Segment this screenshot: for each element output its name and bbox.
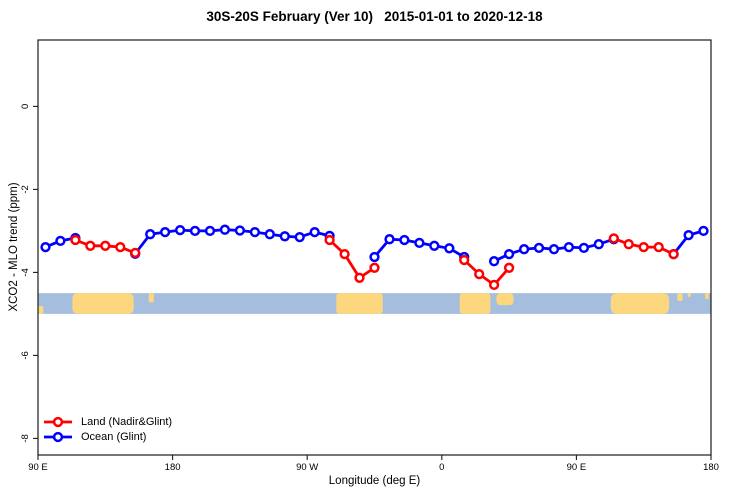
land-data-point-marker [369,262,380,273]
ocean-data-point-marker [548,244,560,255]
land-data-point-marker [100,240,111,251]
y-tick-label: -8 [20,434,31,442]
map-band-land-patch-australia-2 [610,293,670,314]
x-tick-label: 90 W [296,462,318,473]
ocean-data-point-marker [204,225,216,237]
map-band-land-patch-south-america [336,293,383,314]
ocean-data-point-marker [159,226,171,238]
land-data-point-marker [488,279,500,291]
ocean-data-point-marker [414,237,425,249]
map-band-land-patch-new-caledonia-2 [677,293,683,302]
legend-label-land: Land (Nadir&Glint) [81,415,173,428]
land-data-point-marker [115,241,126,253]
x-tick-label: 0 [439,462,444,473]
ocean-data-point-marker [563,241,575,253]
x-tick-label: 90 E [567,462,587,473]
map-band-land-patch-madagascar [496,293,514,306]
ocean-data-point-marker [399,234,410,246]
ocean-data-point-marker [294,231,305,243]
land-data-point-marker [474,268,485,280]
land-data-point-marker [354,272,365,283]
land-data-point-marker [85,240,96,251]
land-series-line [462,258,511,287]
y-tick-label: -6 [20,351,31,359]
legend-item-ocean: Ocean (Glint) [43,429,146,444]
ocean-data-point-marker [593,239,604,250]
ocean-data-point-marker [429,240,440,251]
land-data-point-marker [503,262,515,273]
land-data-point-marker [70,234,81,246]
y-tick-label: 0 [20,104,31,109]
ocean-data-point-marker [683,229,694,241]
ocean-data-point-marker [533,242,545,254]
map-band-land-patch-sw-wedge [38,306,44,314]
legend-item-land: Land (Nadir&Glint) [43,414,172,429]
x-tick-label: 180 [165,462,181,473]
ocean-data-point-marker [189,225,201,237]
ocean-data-point-marker [279,231,290,242]
y-tick-label: -2 [20,185,31,193]
ocean-data-point-marker [249,226,261,238]
map-band-land-patch-southern-africa [459,293,491,314]
land-series-line [328,238,376,280]
land-data-point-marker [339,248,350,260]
plot-box [37,39,712,456]
ocean-data-point-marker [234,225,246,236]
ocean-data-point-marker [578,242,590,254]
land-data-point-marker [653,241,664,253]
land-series-legend-swatch [44,416,72,427]
ocean-data-point-marker [384,234,395,245]
ocean-data-point-marker [369,251,380,263]
ocean-data-point-marker [174,224,186,236]
ocean-data-point-marker [309,226,320,238]
y-tick-label: -4 [20,268,31,276]
ocean-data-point-marker [698,225,709,237]
ocean-data-point-marker [264,229,275,240]
map-band-land-patch-new-caledonia [148,293,154,303]
ocean-data-point-marker [518,244,530,255]
ocean-data-point-marker [145,229,156,240]
ocean-data-point-marker [444,243,455,254]
land-data-point-marker [608,233,619,244]
ocean-data-point-marker [488,256,500,267]
chart-title: 30S-20S February (Ver 10) 2015-01-01 to … [206,9,543,24]
land-data-point-marker [459,254,470,266]
ocean-data-point-marker [503,248,515,260]
land-data-point-marker [324,234,335,246]
x-tick-label: 180 [703,462,719,473]
ocean-series-legend-swatch [44,431,72,442]
land-data-point-marker [638,241,649,253]
map-band-land-patch-fiji [705,293,709,299]
ocean-data-point-marker [55,235,66,247]
ocean-data-point-marker [40,241,51,253]
land-data-point-marker [130,247,141,259]
map-band-land-patch-australia [72,293,134,314]
land-data-point-marker [623,239,634,250]
x-axis-title: Longitude (deg E) [328,475,421,487]
ocean-data-point-marker [219,224,231,235]
legend-label-ocean: Ocean (Glint) [81,430,147,443]
map-band-land-patch-islet [687,293,691,297]
land-data-point-marker [668,248,679,260]
x-tick-label: 90 E [28,462,48,473]
